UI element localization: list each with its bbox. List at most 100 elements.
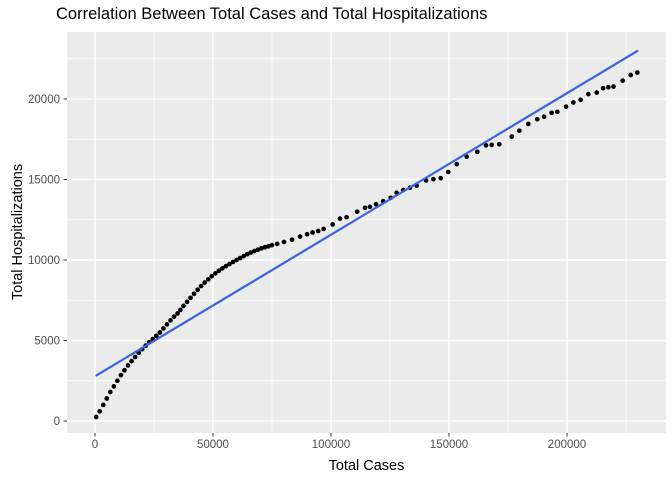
data-point [97, 408, 103, 414]
data-point [164, 322, 170, 327]
data-point [195, 287, 200, 293]
data-point [115, 378, 120, 384]
data-point [153, 333, 159, 339]
chart-title: Correlation Between Total Cases and Tota… [56, 5, 488, 23]
data-point [251, 248, 257, 254]
data-point [168, 318, 173, 323]
data-point [107, 389, 113, 395]
data-point [234, 257, 239, 263]
data-point [571, 100, 576, 105]
data-point [454, 161, 460, 167]
data-point [525, 121, 531, 127]
data-point [464, 154, 470, 159]
y-axis-title: Total Hospitalizations [10, 163, 26, 301]
y-tick-label: 0 [54, 416, 60, 428]
data-point [266, 243, 271, 249]
data-point [534, 116, 540, 122]
data-point [132, 354, 138, 360]
data-point [205, 276, 211, 282]
data-point [274, 241, 280, 247]
data-point [244, 251, 250, 257]
data-point [175, 311, 180, 316]
data-point [297, 234, 303, 239]
x-tick-label: 200000 [548, 439, 586, 451]
data-point [269, 242, 275, 248]
data-point [184, 299, 190, 305]
data-point [191, 291, 197, 297]
data-point [129, 358, 134, 364]
data-point [563, 104, 569, 110]
data-point [304, 231, 310, 237]
data-point [100, 402, 106, 408]
data-point [223, 263, 229, 269]
data-point [220, 266, 225, 271]
x-tick-label: 100000 [312, 439, 350, 451]
data-point [315, 228, 321, 234]
data-point [541, 114, 547, 120]
data-point [367, 204, 373, 210]
data-point [171, 314, 177, 320]
data-point [605, 84, 611, 90]
data-point [181, 303, 186, 309]
plot-panel [67, 32, 666, 433]
data-point [438, 175, 444, 181]
data-point [509, 134, 515, 140]
data-point [241, 253, 247, 259]
data-point [585, 91, 591, 97]
data-point [354, 209, 360, 215]
x-tick-label: 150000 [430, 439, 468, 451]
data-point [634, 70, 640, 75]
data-point [310, 230, 315, 235]
data-point [227, 261, 232, 267]
data-point [161, 326, 166, 331]
data-point [255, 247, 261, 253]
data-point [262, 244, 268, 250]
data-point [431, 176, 436, 182]
data-point [209, 273, 215, 279]
data-point [230, 259, 236, 265]
data-point [578, 97, 584, 103]
data-point [157, 330, 163, 335]
data-point [474, 149, 480, 155]
data-point [373, 201, 379, 207]
data-point [122, 367, 127, 373]
data-point [178, 307, 183, 313]
data-point [620, 78, 626, 83]
data-point [496, 141, 502, 147]
y-tick-label: 10000 [28, 255, 60, 267]
data-point [554, 109, 560, 115]
data-point [628, 72, 634, 78]
x-tick-label: 0 [92, 439, 98, 451]
data-point [516, 128, 522, 134]
data-point [125, 363, 131, 368]
data-point [202, 280, 208, 285]
data-point [594, 90, 600, 95]
data-point [259, 246, 264, 251]
data-point [344, 214, 349, 220]
x-axis-title: Total Cases [328, 458, 405, 474]
data-point [549, 110, 555, 116]
data-point [237, 255, 243, 261]
data-point [104, 396, 110, 401]
data-point [93, 414, 99, 420]
data-point [118, 372, 124, 378]
data-point [212, 271, 218, 276]
data-point [337, 216, 343, 221]
trend-line [95, 49, 639, 377]
data-point [600, 85, 606, 91]
data-point [188, 295, 193, 301]
y-tick-label: 5000 [34, 335, 60, 347]
data-point [483, 143, 489, 148]
data-point [489, 142, 495, 148]
y-tick-label: 15000 [28, 174, 60, 186]
data-point [362, 205, 368, 211]
data-point [198, 283, 204, 289]
data-point [248, 250, 254, 255]
data-point [611, 84, 616, 89]
data-point [330, 222, 335, 227]
y-tick-label: 20000 [28, 94, 60, 106]
data-point [281, 239, 287, 245]
data-point [321, 226, 327, 232]
